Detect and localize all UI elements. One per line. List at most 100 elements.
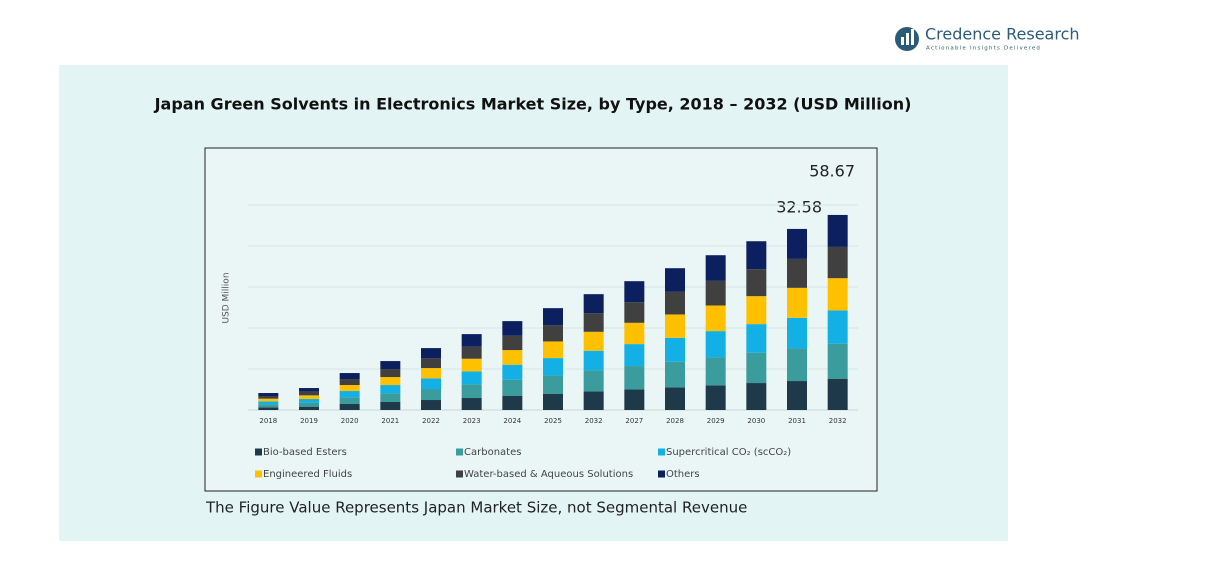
logo-icon bbox=[906, 33, 909, 45]
bar-segment bbox=[258, 407, 279, 410]
bar-segment bbox=[827, 343, 848, 379]
legend-label: Engineered Fluids bbox=[263, 469, 352, 480]
bar-segment bbox=[827, 278, 848, 311]
bar-segment bbox=[258, 401, 279, 405]
bar-segment bbox=[421, 358, 441, 369]
bar-segment bbox=[258, 404, 279, 408]
bar-segment bbox=[705, 255, 726, 281]
bar-segment bbox=[299, 399, 319, 403]
bar-segment bbox=[705, 357, 726, 386]
bar-segment bbox=[339, 373, 360, 380]
bar-segment bbox=[461, 334, 482, 347]
bar-segment bbox=[746, 352, 767, 384]
bar-segment bbox=[299, 406, 319, 410]
bar-segment bbox=[665, 291, 685, 315]
brand-tagline: Actionable Insights Delivered bbox=[926, 46, 1041, 52]
bar-segment bbox=[746, 269, 767, 297]
legend-label: Supercritical CO₂ (scCO₂) bbox=[666, 447, 791, 458]
x-tick-label: 2018 bbox=[259, 417, 277, 425]
legend-swatch bbox=[255, 448, 262, 456]
bar-segment bbox=[502, 321, 523, 336]
logo-icon bbox=[911, 29, 914, 45]
bar-segment bbox=[339, 385, 360, 392]
logo: Credence Research Actionable Insights De… bbox=[895, 25, 1080, 52]
bar-segment bbox=[624, 281, 645, 303]
x-tick-label: 2024 bbox=[503, 417, 521, 425]
bar-segment bbox=[787, 228, 807, 259]
footnote: The Figure Value Represents Japan Market… bbox=[205, 499, 747, 517]
bar-segment bbox=[583, 350, 604, 371]
bar-segment bbox=[624, 322, 645, 345]
bar-segment bbox=[421, 368, 441, 379]
logo-icon bbox=[901, 37, 904, 45]
bar-segment bbox=[705, 280, 726, 306]
bar-segment bbox=[461, 371, 482, 385]
bar-segment bbox=[583, 370, 604, 392]
bar-segment bbox=[502, 364, 523, 380]
bar-segment bbox=[258, 396, 279, 399]
bar-segment bbox=[665, 387, 685, 410]
bar-segment bbox=[421, 400, 441, 410]
x-tick-label: 2020 bbox=[341, 417, 359, 425]
bar-segment bbox=[583, 331, 604, 351]
bar-segment bbox=[665, 337, 685, 362]
x-tick-label: 2032 bbox=[585, 417, 603, 425]
bar-segment bbox=[380, 393, 401, 403]
bar-segment bbox=[339, 379, 360, 386]
bar-segment bbox=[258, 393, 279, 397]
bar-segment bbox=[624, 366, 645, 390]
bar-segment bbox=[827, 310, 848, 344]
bar-segment bbox=[543, 393, 563, 410]
bar-segment bbox=[502, 379, 523, 396]
bar-segment bbox=[502, 395, 523, 410]
bar-segment bbox=[583, 391, 604, 410]
bar-segment bbox=[339, 404, 360, 410]
bar-segment bbox=[299, 402, 319, 407]
x-tick-label: 2021 bbox=[381, 417, 399, 425]
bar-segment bbox=[583, 313, 604, 332]
bar-segment bbox=[543, 308, 563, 326]
x-tick-label: 2031 bbox=[788, 417, 806, 425]
bar-segment bbox=[665, 314, 685, 338]
x-tick-label: 2029 bbox=[707, 417, 725, 425]
bar-segment bbox=[787, 348, 807, 382]
bar-segment bbox=[380, 369, 401, 378]
bar-segment bbox=[502, 335, 523, 351]
bar-segment bbox=[787, 287, 807, 318]
bar-segment bbox=[624, 302, 645, 323]
bar-segment bbox=[380, 361, 401, 370]
bar-segment bbox=[624, 389, 645, 410]
bar-segment bbox=[461, 358, 482, 372]
bar-segment bbox=[502, 350, 523, 365]
bar-segment bbox=[380, 377, 401, 386]
bar-segment bbox=[787, 258, 807, 288]
legend-label: Others bbox=[666, 469, 700, 480]
bar-segment bbox=[705, 305, 726, 332]
bar-segment bbox=[421, 348, 441, 359]
bar-segment bbox=[543, 325, 563, 342]
x-tick-label: 2032 bbox=[829, 417, 847, 425]
bar-segment bbox=[339, 397, 360, 405]
bar-segment bbox=[665, 361, 685, 388]
x-tick-label: 2022 bbox=[422, 417, 440, 425]
bar-segment bbox=[543, 375, 563, 394]
legend-swatch bbox=[658, 470, 665, 478]
bar-segment bbox=[543, 358, 563, 376]
legend-label: Water-based & Aqueous Solutions bbox=[464, 469, 633, 480]
bar-segment bbox=[461, 398, 482, 410]
bar-segment bbox=[299, 391, 319, 396]
x-tick-label: 2027 bbox=[625, 417, 643, 425]
bar-segment bbox=[746, 383, 767, 410]
legend-swatch bbox=[658, 448, 665, 456]
bar-segment bbox=[827, 378, 848, 410]
bar-segment bbox=[339, 391, 360, 398]
bar-segment bbox=[299, 388, 319, 392]
bar-segment bbox=[461, 346, 482, 359]
legend-swatch bbox=[255, 470, 262, 478]
chart-title: Japan Green Solvents in Electronics Mark… bbox=[154, 95, 912, 114]
x-tick-label: 2030 bbox=[747, 417, 765, 425]
brand-name: Credence Research bbox=[925, 25, 1080, 44]
bar-segment bbox=[746, 296, 767, 325]
